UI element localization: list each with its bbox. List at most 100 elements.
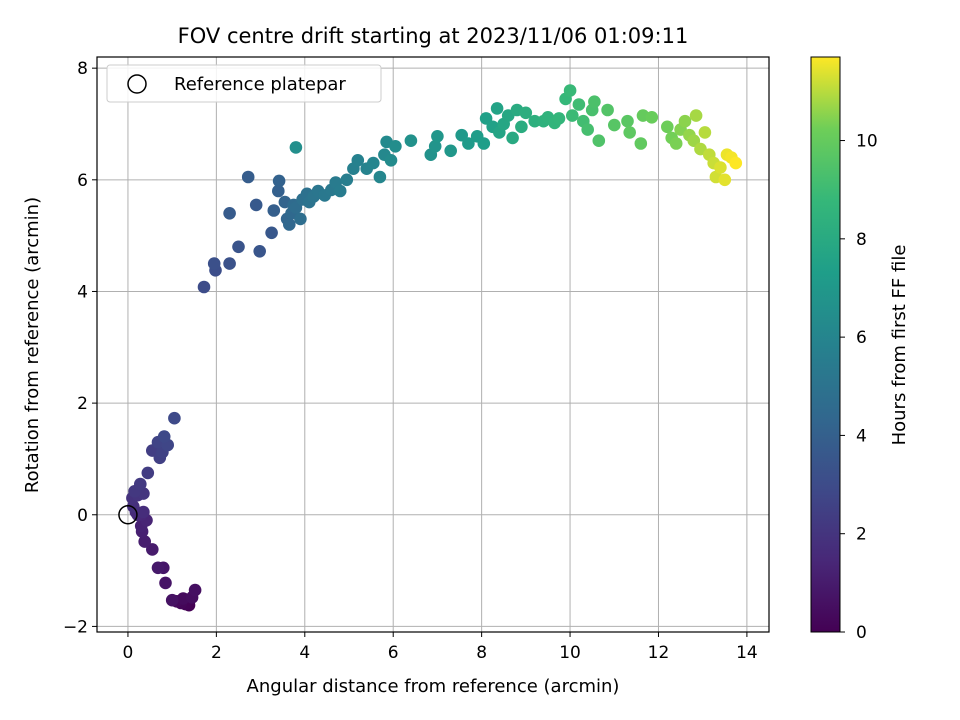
data-point — [340, 173, 354, 187]
data-point — [272, 184, 285, 198]
y-tick-label: 4 — [77, 282, 88, 302]
data-point — [197, 280, 211, 294]
data-point — [367, 156, 380, 170]
colorbar-ticks: 0 2 4 6 8 10 — [840, 132, 878, 643]
data-point — [232, 240, 245, 254]
data-point — [188, 583, 202, 597]
data-point — [138, 535, 151, 548]
colorbar: 0 2 4 6 8 10 Hours from first FF file — [810, 56, 910, 643]
data-point — [159, 576, 172, 590]
data-point — [207, 257, 221, 270]
data-point — [404, 134, 418, 147]
data-point — [384, 154, 398, 167]
data-point — [634, 137, 648, 150]
data-point — [462, 137, 475, 150]
data-point — [623, 126, 636, 139]
data-point — [714, 161, 727, 174]
chart-title: FOV centre drift starting at 2023/11/06 … — [178, 24, 689, 48]
colorbar-gradient — [810, 56, 841, 633]
grid-lines — [97, 57, 769, 632]
data-point — [272, 174, 286, 188]
y-tick-label: 0 — [77, 506, 88, 526]
data-point — [592, 134, 606, 147]
data-point — [253, 245, 266, 258]
data-point — [168, 411, 181, 425]
x-tick-label: 2 — [211, 643, 222, 663]
colorbar-tick-label: 8 — [856, 230, 867, 250]
data-point — [165, 593, 179, 607]
data-point — [687, 134, 701, 147]
data-point — [566, 109, 579, 122]
data-point — [698, 126, 712, 139]
data-point — [661, 120, 674, 134]
data-point — [289, 141, 303, 154]
x-axis-ticks: 0 2 4 6 8 10 12 14 — [123, 632, 758, 663]
data-point — [519, 106, 533, 120]
data-point — [588, 95, 601, 108]
data-point — [141, 466, 155, 480]
legend-label: Reference platepar — [174, 74, 346, 95]
data-point — [678, 114, 692, 128]
reference-marker — [118, 505, 138, 525]
data-point — [223, 207, 236, 220]
data-point — [146, 543, 159, 556]
data-point — [265, 226, 278, 240]
colorbar-tick-label: 6 — [856, 328, 867, 348]
x-tick-label: 4 — [299, 643, 310, 663]
x-tick-label: 6 — [388, 643, 399, 663]
data-points — [126, 84, 743, 612]
data-point — [515, 120, 528, 134]
data-point — [621, 114, 634, 128]
data-point — [477, 137, 491, 150]
x-tick-label: 0 — [123, 643, 134, 663]
data-point — [669, 137, 683, 150]
data-point — [608, 118, 621, 132]
data-point — [373, 170, 387, 184]
colorbar-tick-label: 4 — [856, 426, 867, 446]
colorbar-tick-label: 0 — [856, 623, 867, 643]
x-tick-label: 10 — [559, 643, 581, 663]
x-tick-label: 8 — [476, 643, 487, 663]
data-point — [333, 184, 347, 198]
y-tick-label: −2 — [63, 617, 88, 637]
data-point — [490, 102, 504, 115]
colorbar-tick-label: 10 — [856, 132, 878, 152]
data-point — [428, 140, 442, 153]
y-tick-label: 6 — [77, 171, 88, 191]
data-point — [134, 477, 147, 491]
data-point — [689, 109, 703, 122]
data-point — [572, 98, 586, 111]
data-point — [249, 198, 263, 212]
y-tick-label: 2 — [77, 394, 88, 414]
data-point — [137, 505, 150, 519]
legend-marker-icon — [127, 74, 147, 94]
data-point — [157, 430, 171, 443]
data-point — [581, 123, 594, 136]
data-point — [283, 218, 296, 231]
y-axis-label: Rotation from reference (arcmin) — [22, 197, 43, 493]
data-point — [645, 111, 659, 124]
data-point — [241, 170, 255, 184]
data-point — [444, 144, 458, 158]
y-tick-label: 8 — [77, 59, 88, 79]
data-point — [151, 561, 165, 575]
data-point — [223, 257, 236, 270]
plot-frame — [96, 56, 770, 633]
data-point — [294, 212, 307, 226]
data-point — [601, 103, 614, 117]
data-point — [506, 131, 519, 145]
y-axis-ticks: −2 0 2 4 6 8 — [63, 59, 97, 637]
data-point — [389, 140, 402, 153]
data-point — [729, 156, 743, 170]
colorbar-tick-label: 2 — [856, 525, 867, 545]
colorbar-label: Hours from first FF file — [889, 245, 910, 446]
reference-platepar-marker — [118, 505, 138, 525]
data-point — [431, 130, 444, 143]
data-point — [552, 112, 566, 125]
data-point — [718, 173, 732, 187]
data-point — [267, 204, 281, 217]
data-point — [563, 84, 577, 97]
legend-box — [106, 64, 382, 103]
x-tick-label: 14 — [736, 643, 758, 663]
